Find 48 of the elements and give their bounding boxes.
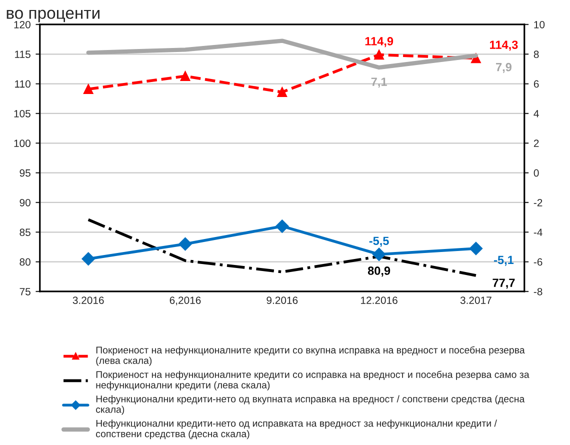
legend-label: Нефункционални кредити-нето од исправката на вредност за нефункционални кредити / сопствени средства (десна скала) bbox=[96, 420, 497, 440]
y2-tick-label: 4 bbox=[534, 110, 539, 118]
y2-tick-label: -8 bbox=[534, 288, 542, 296]
point bbox=[374, 50, 384, 60]
line-series bbox=[86, 218, 478, 277]
point bbox=[180, 71, 190, 81]
point bbox=[277, 87, 288, 97]
data-label: 114,9 bbox=[365, 37, 394, 48]
y-tick-label: 115 bbox=[15, 50, 30, 58]
y2-tick-label: -2 bbox=[534, 198, 542, 206]
y2-tick-label: 0 bbox=[534, 169, 539, 177]
data-label: 7,9 bbox=[496, 62, 512, 74]
y-tick-label: 85 bbox=[20, 228, 30, 236]
x-tick-label: 9.2016 bbox=[266, 296, 298, 304]
x-tick-label: 3.2017 bbox=[460, 296, 492, 304]
data-label: 7,1 bbox=[371, 78, 387, 88]
x-tick-label: 12.2016 bbox=[361, 296, 398, 304]
y2-tick-label: 2 bbox=[534, 140, 539, 147]
legend-label: Покриеност на нефункционалните кредити со вкупна исправка на вредност и посебна резерва (лева скала) bbox=[96, 346, 525, 366]
y-tick-label: 110 bbox=[15, 80, 30, 88]
y-tick-label: 90 bbox=[20, 198, 30, 206]
data-label: 80,9 bbox=[368, 266, 390, 277]
point bbox=[83, 84, 94, 94]
chart-title: во проценти bbox=[6, 10, 100, 22]
point bbox=[372, 248, 386, 261]
x-tick-label: 6,2016 bbox=[170, 296, 201, 306]
y-tick-label: 105 bbox=[14, 110, 30, 118]
y2-tick-label: 10 bbox=[534, 20, 545, 28]
point bbox=[82, 252, 95, 266]
y-tick-label: 100 bbox=[14, 140, 30, 148]
legend-label: Покриеност на нефункционалните кредити со исправка на вредност и посебна резерва само за нефункционални кредити (лева скала) bbox=[96, 370, 530, 390]
y2-tick-label: -4 bbox=[534, 228, 542, 236]
data-label: 77,7 bbox=[492, 278, 515, 289]
point bbox=[178, 237, 192, 251]
y2-tick-label: 8 bbox=[534, 50, 539, 58]
y2-tick-label: -6 bbox=[534, 258, 542, 266]
data-label: 114,3 bbox=[490, 40, 518, 51]
x-tick-label: 3.2016 bbox=[72, 296, 104, 304]
point bbox=[469, 242, 483, 256]
data-label: -5,5 bbox=[369, 236, 389, 247]
y-tick-label: 80 bbox=[20, 258, 30, 266]
data-label: -5,1 bbox=[494, 256, 514, 266]
y2-tick-label: 6 bbox=[534, 80, 539, 88]
y-tick-label: 120 bbox=[14, 20, 30, 28]
point bbox=[276, 220, 289, 233]
y-tick-label: 95 bbox=[20, 169, 30, 177]
y-tick-label: 75 bbox=[20, 288, 30, 296]
legend-label: Нефункционални кредити-нето од вкупната исправка на вредност / сопствени средства (десна скала) bbox=[96, 395, 525, 415]
